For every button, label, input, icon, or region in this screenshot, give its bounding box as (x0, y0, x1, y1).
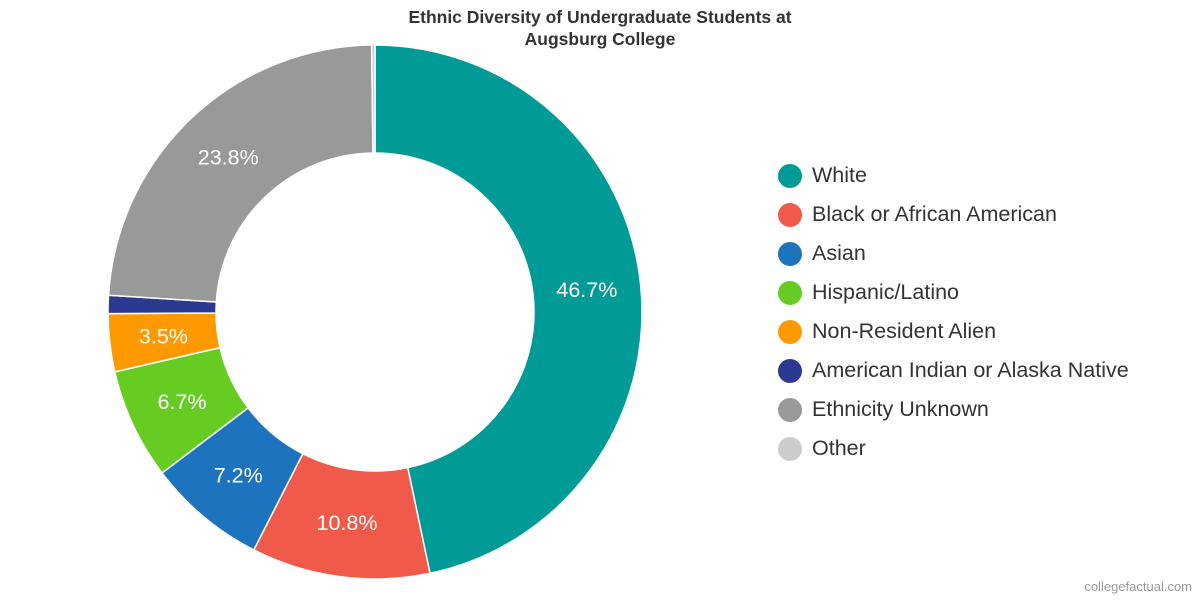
legend-swatch-icon (778, 202, 802, 227)
legend-label: Hispanic/Latino (812, 280, 960, 304)
legend-item-asian[interactable]: Asian (778, 234, 1129, 273)
legend-item-other[interactable]: Other (778, 429, 1129, 468)
chart-title: Ethnic Diversity of Undergraduate Studen… (250, 6, 950, 50)
data-label-hispanic-latino: 6.7% (157, 390, 206, 414)
legend-swatch-icon (778, 436, 802, 461)
legend-swatch-icon (778, 163, 802, 188)
legend-swatch-icon (778, 358, 802, 383)
legend-item-american-indian-or-alaska-native[interactable]: American Indian or Alaska Native (778, 351, 1129, 390)
legend-label: American Indian or Alaska Native (812, 358, 1129, 382)
data-label-ethnicity-unknown: 23.8% (198, 146, 259, 170)
legend-item-white[interactable]: White (778, 156, 1129, 195)
legend-label: Asian (812, 241, 866, 265)
slice-ethnicity-unknown[interactable] (107, 44, 374, 303)
data-label-black-or-african-american: 10.8% (316, 511, 377, 535)
legend-label: Ethnicity Unknown (812, 397, 989, 421)
legend-label: Black or African American (812, 202, 1057, 226)
donut-data-labels: 46.7% 10.8% 7.2% 6.7% 3.5% 23.8% (139, 146, 617, 535)
chart-title-line-2: Augsburg College (524, 29, 676, 49)
donut-slices (107, 44, 643, 580)
donut-chart: 46.7% 10.8% 7.2% 6.7% 3.5% 23.8% (107, 44, 643, 580)
slice-white[interactable] (374, 44, 643, 575)
legend-item-non-resident-alien[interactable]: Non-Resident Alien (778, 312, 1129, 351)
data-label-non-resident-alien: 3.5% (139, 325, 188, 349)
data-label-white: 46.7% (556, 278, 617, 302)
legend-swatch-icon (778, 280, 802, 305)
legend-label: Other (812, 436, 866, 460)
legend-label: Non-Resident Alien (812, 319, 997, 343)
legend-swatch-icon (778, 319, 802, 344)
legend-swatch-icon (778, 241, 802, 266)
legend-swatch-icon (778, 397, 802, 422)
legend-item-ethnicity-unknown[interactable]: Ethnicity Unknown (778, 390, 1129, 429)
legend-item-black-or-african-american[interactable]: Black or African American (778, 195, 1129, 234)
source-credit[interactable]: collegefactual.com (1084, 579, 1192, 594)
data-label-asian: 7.2% (214, 463, 263, 487)
chart-title-line-1: Ethnic Diversity of Undergraduate Studen… (408, 7, 792, 27)
legend-item-hispanic-latino[interactable]: Hispanic/Latino (778, 273, 1129, 312)
slice-other[interactable] (370, 44, 376, 154)
legend-label: White (812, 163, 867, 187)
chart-legend: White Black or African American Asian Hispa… (778, 156, 1129, 468)
